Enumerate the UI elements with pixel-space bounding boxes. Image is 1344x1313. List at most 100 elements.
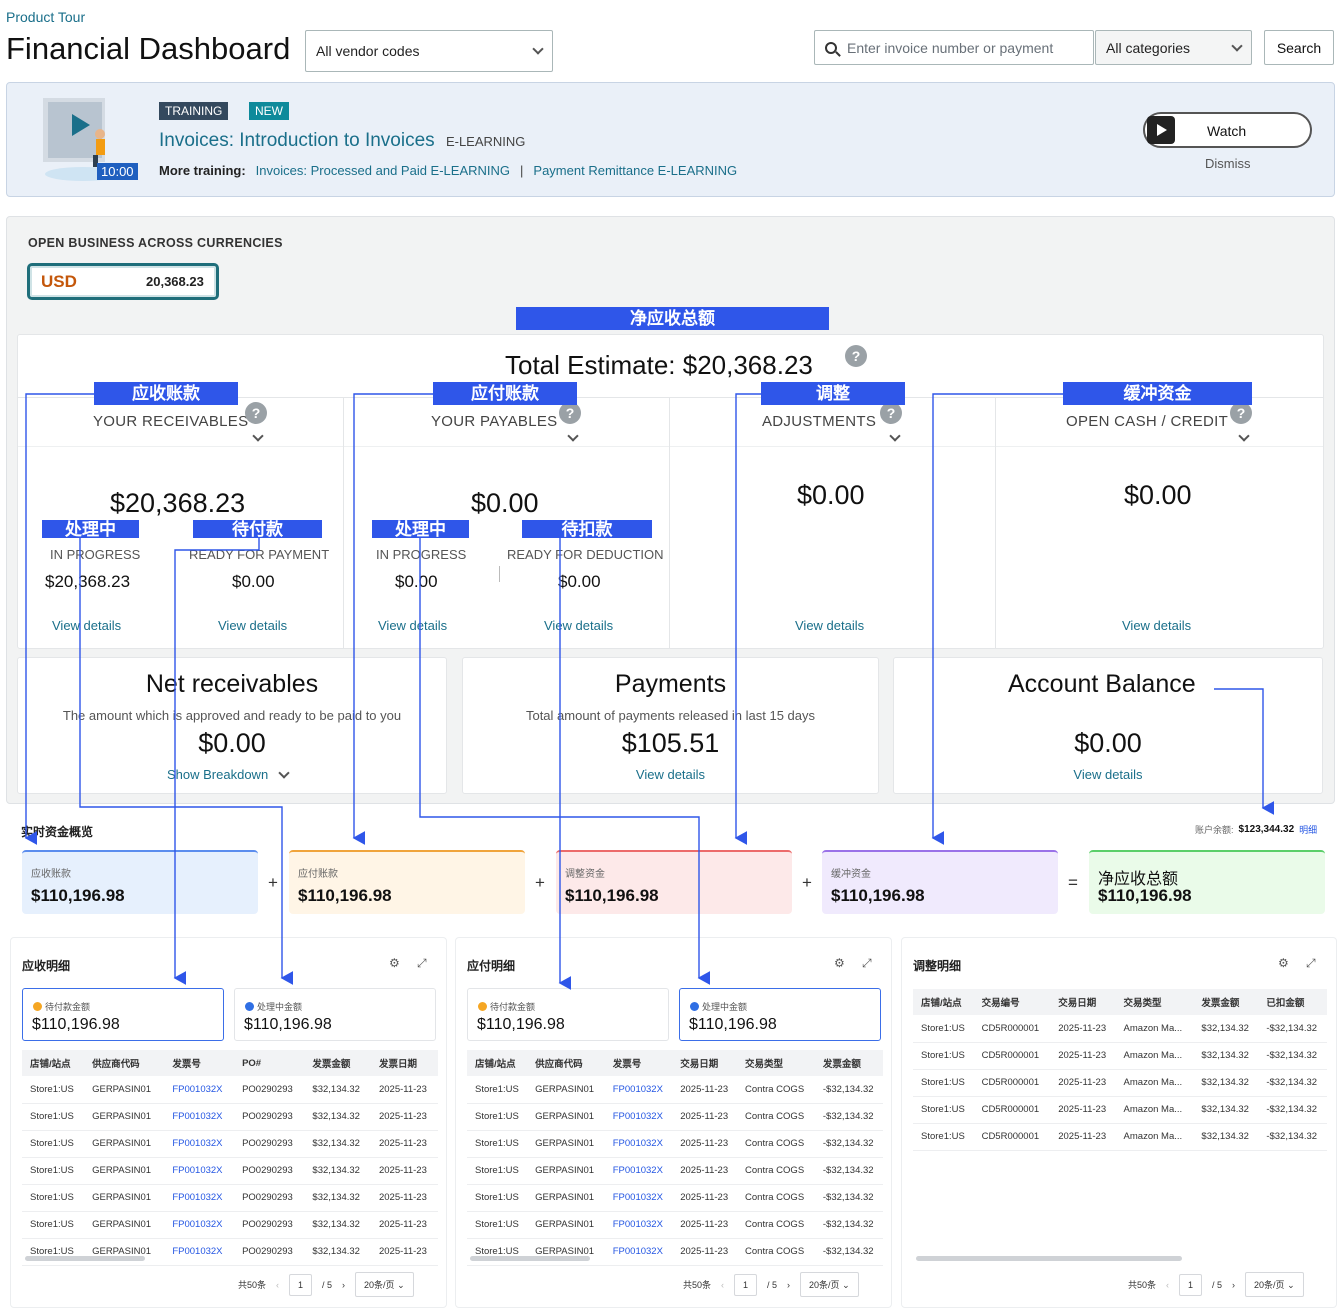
next-page-icon[interactable]: › <box>342 1279 346 1290</box>
table-row[interactable]: Store1:US GERPASIN01 FP001032X PO0290293 $32… <box>22 1130 438 1158</box>
invoice-link[interactable]: FP001032X <box>604 1211 673 1239</box>
table-row[interactable]: Store1:US GERPASIN01 FP001032X 2025-11-23 Co… <box>467 1184 883 1212</box>
column-header[interactable]: 店铺/站点 <box>467 1050 528 1076</box>
kpi-receivables[interactable]: 应收账款 $110,196.98 <box>22 850 258 914</box>
invoice-link[interactable]: FP001032X <box>604 1103 673 1131</box>
kpi-net-total[interactable]: 净应收总额 $110,196.98 <box>1089 850 1325 914</box>
settings-icon[interactable]: ⚙ <box>389 956 400 970</box>
help-icon[interactable]: ? <box>245 402 267 424</box>
expand-icon[interactable]: ⤢ <box>417 956 427 970</box>
table-row[interactable]: Store1:US GERPASIN01 FP001032X 2025-11-23 Co… <box>467 1076 883 1104</box>
more-training-link-1[interactable]: Invoices: Processed and Paid E-LEARNING <box>255 163 511 178</box>
table-row[interactable]: Store1:US GERPASIN01 FP001032X 2025-11-23 Co… <box>467 1157 883 1185</box>
table-row[interactable]: Store1:US CD5R000001 2025-11-23 Amazon Ma..… <box>913 1015 1327 1043</box>
column-header[interactable]: 已扣金额 <box>1258 989 1327 1015</box>
column-header[interactable]: 发票号 <box>164 1050 235 1076</box>
help-icon[interactable]: ? <box>559 402 581 424</box>
page-input[interactable]: 1 <box>734 1273 758 1296</box>
kpi-open-cash[interactable]: 缓冲资金 $110,196.98 <box>822 850 1058 914</box>
column-header[interactable]: 供应商代码 <box>84 1050 165 1076</box>
horizontal-scrollbar[interactable] <box>470 1256 590 1261</box>
column-header[interactable]: 发票号 <box>604 1050 673 1076</box>
invoice-link[interactable]: FP001032X <box>164 1238 235 1266</box>
table-row[interactable]: Store1:US CD5R000001 2025-11-23 Amazon Ma..… <box>913 1123 1327 1151</box>
product-tour-link[interactable]: Product Tour <box>6 9 86 25</box>
next-page-icon[interactable]: › <box>787 1279 791 1290</box>
processing-card[interactable]: 处理中金额 $110,196.98 <box>234 988 436 1041</box>
column-header[interactable]: 交易编号 <box>973 989 1051 1015</box>
table-row[interactable]: Store1:US CD5R000001 2025-11-23 Amazon Ma..… <box>913 1096 1327 1124</box>
settings-icon[interactable]: ⚙ <box>1278 956 1289 970</box>
expand-icon[interactable]: ⤢ <box>862 956 872 970</box>
column-header[interactable]: 交易类型 <box>1115 989 1194 1015</box>
training-title-link[interactable]: Invoices: Introduction to Invoices <box>159 130 435 151</box>
search-input[interactable]: Enter invoice number or payment <box>814 30 1094 65</box>
column-header[interactable]: 发票金额 <box>814 1050 883 1076</box>
invoice-link[interactable]: FP001032X <box>604 1076 673 1104</box>
table-row[interactable]: Store1:US GERPASIN01 FP001032X 2025-11-23 Co… <box>467 1238 883 1266</box>
invoice-link[interactable]: FP001032X <box>604 1184 673 1212</box>
kpi-payables[interactable]: 应付账款 $110,196.98 <box>289 850 525 914</box>
view-details-link[interactable]: View details <box>52 618 122 633</box>
expand-icon[interactable]: ⤢ <box>1306 956 1316 970</box>
more-training-link-2[interactable]: Payment Remittance E-LEARNING <box>533 163 738 178</box>
invoice-link[interactable]: FP001032X <box>604 1157 673 1185</box>
column-header[interactable]: 发票金额 <box>1193 989 1259 1015</box>
kpi-adjustments[interactable]: 调整资金 $110,196.98 <box>556 850 792 914</box>
page-size-select[interactable]: 20条/页 ⌄ <box>1245 1272 1304 1297</box>
column-header[interactable]: 发票日期 <box>370 1050 438 1076</box>
table-row[interactable]: Store1:US GERPASIN01 FP001032X 2025-11-23 Co… <box>467 1103 883 1131</box>
page-size-select[interactable]: 20条/页 ⌄ <box>355 1272 414 1297</box>
table-row[interactable]: Store1:US GERPASIN01 FP001032X 2025-11-23 Co… <box>467 1211 883 1239</box>
invoice-link[interactable]: FP001032X <box>164 1103 235 1131</box>
view-details-link[interactable]: View details <box>218 618 288 633</box>
prev-page-icon[interactable]: ‹ <box>1166 1279 1170 1290</box>
column-header[interactable]: PO# <box>234 1050 305 1076</box>
next-page-icon[interactable]: › <box>1232 1279 1236 1290</box>
page-size-select[interactable]: 20条/页 ⌄ <box>800 1272 859 1297</box>
invoice-link[interactable]: FP001032X <box>164 1211 235 1239</box>
pending-payment-card[interactable]: 待付款金额 $110,196.98 <box>22 988 224 1041</box>
view-details-link[interactable]: View details <box>1073 767 1143 782</box>
column-header[interactable]: 交易类型 <box>737 1050 815 1076</box>
prev-page-icon[interactable]: ‹ <box>721 1279 725 1290</box>
horizontal-scrollbar[interactable] <box>25 1256 145 1261</box>
settings-icon[interactable]: ⚙ <box>834 956 845 970</box>
processing-card[interactable]: 处理中金额 $110,196.98 <box>679 988 881 1041</box>
column-header[interactable]: 供应商代码 <box>527 1050 605 1076</box>
pending-payment-card[interactable]: 待付款金额 $110,196.98 <box>467 988 669 1041</box>
prev-page-icon[interactable]: ‹ <box>276 1279 280 1290</box>
watch-button[interactable]: Watch <box>1143 112 1312 148</box>
column-header[interactable]: 发票金额 <box>304 1050 371 1076</box>
invoice-link[interactable]: FP001032X <box>164 1184 235 1212</box>
view-details-link[interactable]: View details <box>795 618 865 633</box>
help-icon[interactable]: ? <box>845 345 867 367</box>
view-details-link[interactable]: View details <box>635 767 706 782</box>
table-row[interactable]: Store1:US CD5R000001 2025-11-23 Amazon Ma..… <box>913 1042 1327 1070</box>
dismiss-link[interactable]: Dismiss <box>1205 156 1251 171</box>
help-icon[interactable]: ? <box>880 402 902 424</box>
table-row[interactable]: Store1:US GERPASIN01 FP001032X PO0290293 $32… <box>22 1184 438 1212</box>
column-header[interactable]: 交易日期 <box>1050 989 1116 1015</box>
category-dropdown[interactable]: All categories <box>1095 30 1252 65</box>
table-row[interactable]: Store1:US GERPASIN01 FP001032X PO0290293 $32… <box>22 1211 438 1239</box>
invoice-link[interactable]: FP001032X <box>164 1130 235 1158</box>
page-input[interactable]: 1 <box>289 1273 313 1296</box>
page-input[interactable]: 1 <box>1179 1273 1203 1296</box>
help-icon[interactable]: ? <box>1230 402 1252 424</box>
show-breakdown-link[interactable]: Show Breakdown <box>167 766 290 782</box>
table-row[interactable]: Store1:US GERPASIN01 FP001032X PO0290293 $32… <box>22 1076 438 1104</box>
currency-tab-usd[interactable]: USD 20,368.23 <box>27 263 219 300</box>
invoice-link[interactable]: FP001032X <box>164 1076 235 1104</box>
column-header[interactable]: 交易日期 <box>672 1050 738 1076</box>
invoice-link[interactable]: FP001032X <box>604 1238 673 1266</box>
horizontal-scrollbar[interactable] <box>916 1256 1182 1261</box>
search-button[interactable]: Search <box>1264 30 1334 65</box>
vendor-code-dropdown[interactable]: All vendor codes <box>305 30 553 72</box>
training-title[interactable]: Invoices: Introduction to Invoices E-LEA… <box>159 130 525 152</box>
column-header[interactable]: 店铺/站点 <box>913 989 974 1015</box>
column-header[interactable]: 店铺/站点 <box>22 1050 85 1076</box>
invoice-link[interactable]: FP001032X <box>164 1157 235 1185</box>
balance-detail-link[interactable]: 明细 <box>1299 825 1318 835</box>
invoice-link[interactable]: FP001032X <box>604 1130 673 1158</box>
